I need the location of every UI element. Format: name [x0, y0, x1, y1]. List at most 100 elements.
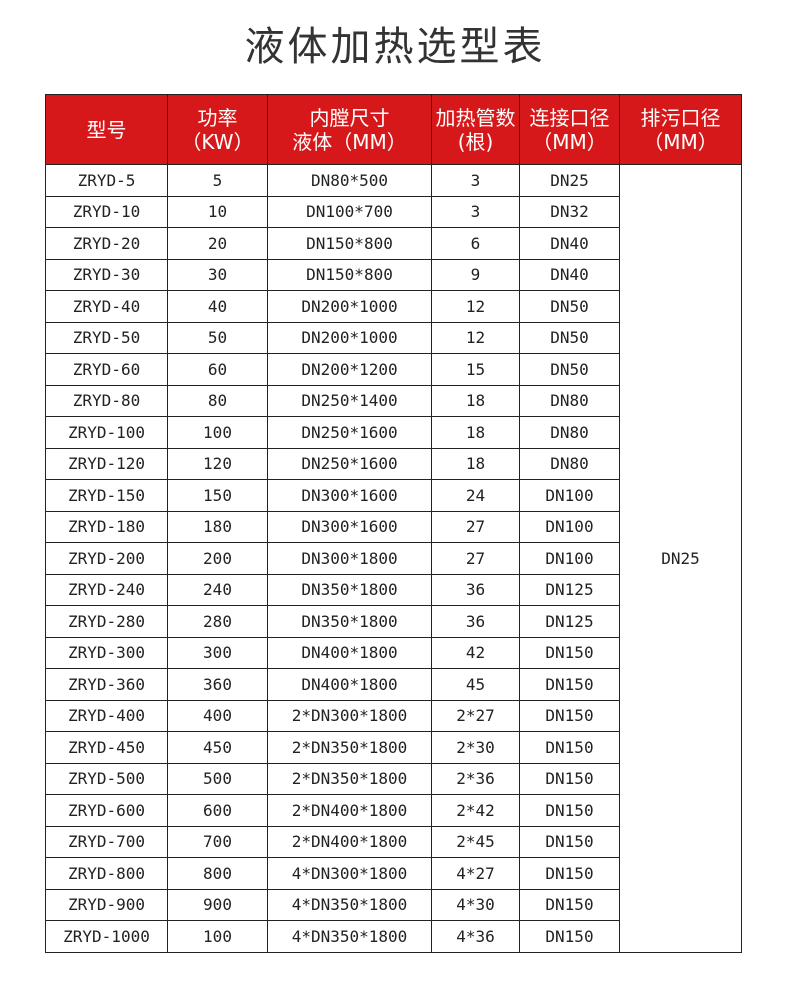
table-header-row: 型号 功率 （KW） 内膛尺寸 液体（MM） 加热管数 (根) 连接口径 （MM） 排污口径 （MM… [45, 94, 742, 165]
cell-connection-size: DN25 [519, 164, 620, 197]
cell-tube-count: 4*30 [431, 888, 520, 921]
cell-model: ZRYD-400 [45, 699, 168, 732]
cell-connection-size: DN150 [519, 857, 620, 890]
table-row: ZRYD-50 50 DN200*1000 12 DN50 [45, 321, 742, 354]
cell-tube-count: 4*36 [431, 920, 520, 953]
cell-tube-count: 12 [431, 321, 520, 354]
header-label: （MM） [643, 129, 718, 154]
table-row: ZRYD-800 800 4*DN300*1800 4*27 DN150 [45, 857, 742, 890]
cell-connection-size: DN32 [519, 195, 620, 228]
table-row: ZRYD-10 10 DN100*700 3 DN32 [45, 195, 742, 228]
cell-connection-size: DN150 [519, 731, 620, 764]
cell-power: 10 [167, 195, 268, 228]
cell-model: ZRYD-700 [45, 825, 168, 858]
cell-power: 150 [167, 479, 268, 512]
cell-chamber-size: DN300*1800 [267, 542, 432, 575]
table-row: ZRYD-5 5 DN80*500 3 DN25 DN25 [45, 164, 742, 953]
selection-table: 型号 功率 （KW） 内膛尺寸 液体（MM） 加热管数 (根) 连接口径 （MM） 排污口径 （MM… [45, 94, 742, 953]
cell-tube-count: 27 [431, 510, 520, 543]
cell-power: 100 [167, 416, 268, 449]
cell-connection-size: DN150 [519, 668, 620, 701]
cell-chamber-size: DN300*1600 [267, 479, 432, 512]
cell-chamber-size: 2*DN300*1800 [267, 699, 432, 732]
cell-power: 450 [167, 731, 268, 764]
cell-power: 700 [167, 825, 268, 858]
cell-tube-count: 24 [431, 479, 520, 512]
cell-tube-count: 15 [431, 353, 520, 386]
cell-model: ZRYD-900 [45, 888, 168, 921]
table-row: ZRYD-500 500 2*DN350*1800 2*36 DN150 [45, 762, 742, 795]
cell-tube-count: 18 [431, 384, 520, 417]
cell-chamber-size: DN400*1800 [267, 668, 432, 701]
cell-tube-count: 18 [431, 447, 520, 480]
cell-model: ZRYD-500 [45, 762, 168, 795]
cell-connection-size: DN40 [519, 227, 620, 260]
cell-model: ZRYD-5 [45, 164, 168, 197]
cell-model: ZRYD-60 [45, 353, 168, 386]
header-label: 功率 [197, 105, 238, 130]
cell-tube-count: 3 [431, 164, 520, 197]
cell-chamber-size: 2*DN350*1800 [267, 731, 432, 764]
cell-power: 40 [167, 290, 268, 323]
cell-tube-count: 27 [431, 542, 520, 575]
cell-tube-count: 2*42 [431, 794, 520, 827]
cell-model: ZRYD-30 [45, 258, 168, 291]
cell-chamber-size: DN400*1800 [267, 636, 432, 669]
cell-tube-count: 2*27 [431, 699, 520, 732]
table-row: ZRYD-80 80 DN250*1400 18 DN80 [45, 384, 742, 417]
cell-model: ZRYD-300 [45, 636, 168, 669]
cell-chamber-size: DN200*1200 [267, 353, 432, 386]
cell-chamber-size: DN300*1600 [267, 510, 432, 543]
cell-power: 900 [167, 888, 268, 921]
cell-connection-size: DN150 [519, 794, 620, 827]
cell-model: ZRYD-150 [45, 479, 168, 512]
cell-power: 50 [167, 321, 268, 354]
cell-chamber-size: DN250*1400 [267, 384, 432, 417]
cell-connection-size: DN50 [519, 321, 620, 354]
cell-tube-count: 36 [431, 573, 520, 606]
cell-model: ZRYD-180 [45, 510, 168, 543]
cell-tube-count: 2*45 [431, 825, 520, 858]
cell-chamber-size: 4*DN300*1800 [267, 857, 432, 890]
cell-connection-size: DN100 [519, 479, 620, 512]
cell-connection-size: DN125 [519, 573, 620, 606]
header-model: 型号 [45, 94, 168, 165]
cell-connection-size: DN40 [519, 258, 620, 291]
header-label: 排污口径 [640, 105, 721, 130]
cell-connection-size: DN100 [519, 542, 620, 575]
cell-connection-size: DN150 [519, 762, 620, 795]
cell-chamber-size: DN150*800 [267, 258, 432, 291]
page-title: 液体加热选型表 [244, 24, 546, 70]
cell-tube-count: 2*36 [431, 762, 520, 795]
cell-model: ZRYD-100 [45, 416, 168, 449]
cell-power: 30 [167, 258, 268, 291]
cell-power: 280 [167, 605, 268, 638]
cell-model: ZRYD-600 [45, 794, 168, 827]
header-label: 加热管数 [435, 105, 516, 130]
header-label: （MM） [532, 129, 607, 154]
cell-connection-size: DN150 [519, 699, 620, 732]
table-row: ZRYD-100 100 DN250*1600 18 DN80 [45, 416, 742, 449]
cell-power: 200 [167, 542, 268, 575]
cell-tube-count: 3 [431, 195, 520, 228]
cell-chamber-size: DN350*1800 [267, 573, 432, 606]
cell-connection-size: DN150 [519, 888, 620, 921]
cell-chamber-size: DN150*800 [267, 227, 432, 260]
cell-drain-size: DN25 [619, 164, 742, 953]
table-row: ZRYD-1000 100 4*DN350*1800 4*36 DN150 [45, 920, 742, 953]
table-row: ZRYD-360 360 DN400*1800 45 DN150 [45, 668, 742, 701]
cell-chamber-size: DN250*1600 [267, 416, 432, 449]
cell-model: ZRYD-1000 [45, 920, 168, 953]
cell-power: 5 [167, 164, 268, 197]
header-tube-count: 加热管数 (根) [431, 94, 520, 165]
table-row: ZRYD-120 120 DN250*1600 18 DN80 [45, 447, 742, 480]
table-row: ZRYD-700 700 2*DN400*1800 2*45 DN150 [45, 825, 742, 858]
cell-tube-count: 36 [431, 605, 520, 638]
cell-tube-count: 6 [431, 227, 520, 260]
table-row: ZRYD-20 20 DN150*800 6 DN40 [45, 227, 742, 260]
cell-power: 180 [167, 510, 268, 543]
cell-model: ZRYD-80 [45, 384, 168, 417]
cell-tube-count: 4*27 [431, 857, 520, 890]
header-label: 型号 [86, 117, 127, 142]
cell-chamber-size: DN250*1600 [267, 447, 432, 480]
